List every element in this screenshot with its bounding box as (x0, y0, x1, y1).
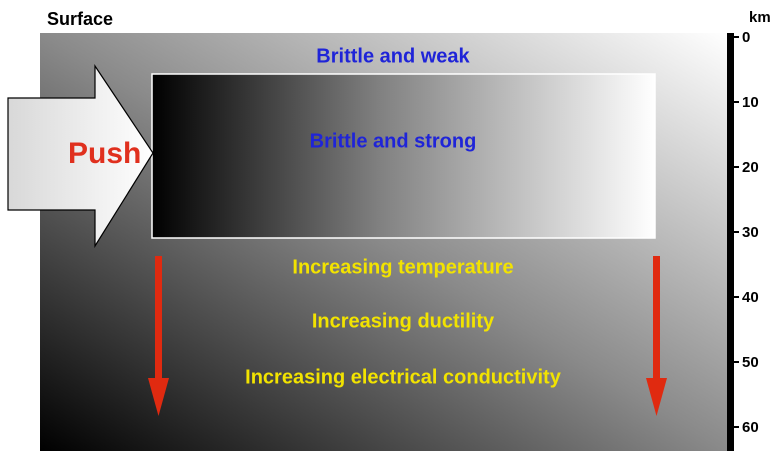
trend-label: Increasing electrical conductivity (245, 366, 562, 388)
depth-tick-label: 0 (742, 29, 750, 46)
depth-tick-label: 30 (742, 224, 759, 241)
zone-label: Brittle and weak (316, 45, 470, 67)
down-arrow-shaft (155, 256, 162, 381)
trend-label: Increasing ductility (312, 310, 495, 332)
depth-axis-bar (727, 33, 734, 451)
zone-label: Brittle and strong (310, 130, 477, 152)
down-arrow-shaft (653, 256, 660, 381)
down-arrows (148, 256, 667, 416)
down-arrow-head (148, 378, 169, 416)
push-label: Push (68, 137, 141, 170)
surface-label: Surface (47, 9, 113, 29)
depth-unit: km (749, 9, 770, 26)
push-arrow (7, 64, 154, 249)
down-arrow-head (646, 378, 667, 416)
trend-label: Increasing temperature (292, 256, 513, 278)
depth-tick-label: 50 (742, 354, 759, 371)
depth-tick-label: 40 (742, 289, 759, 306)
depth-tick-label: 10 (742, 94, 759, 111)
depth-tick-label: 20 (742, 159, 759, 176)
brittle-strong-zone (151, 73, 656, 239)
depth-tick-label: 60 (742, 419, 759, 436)
